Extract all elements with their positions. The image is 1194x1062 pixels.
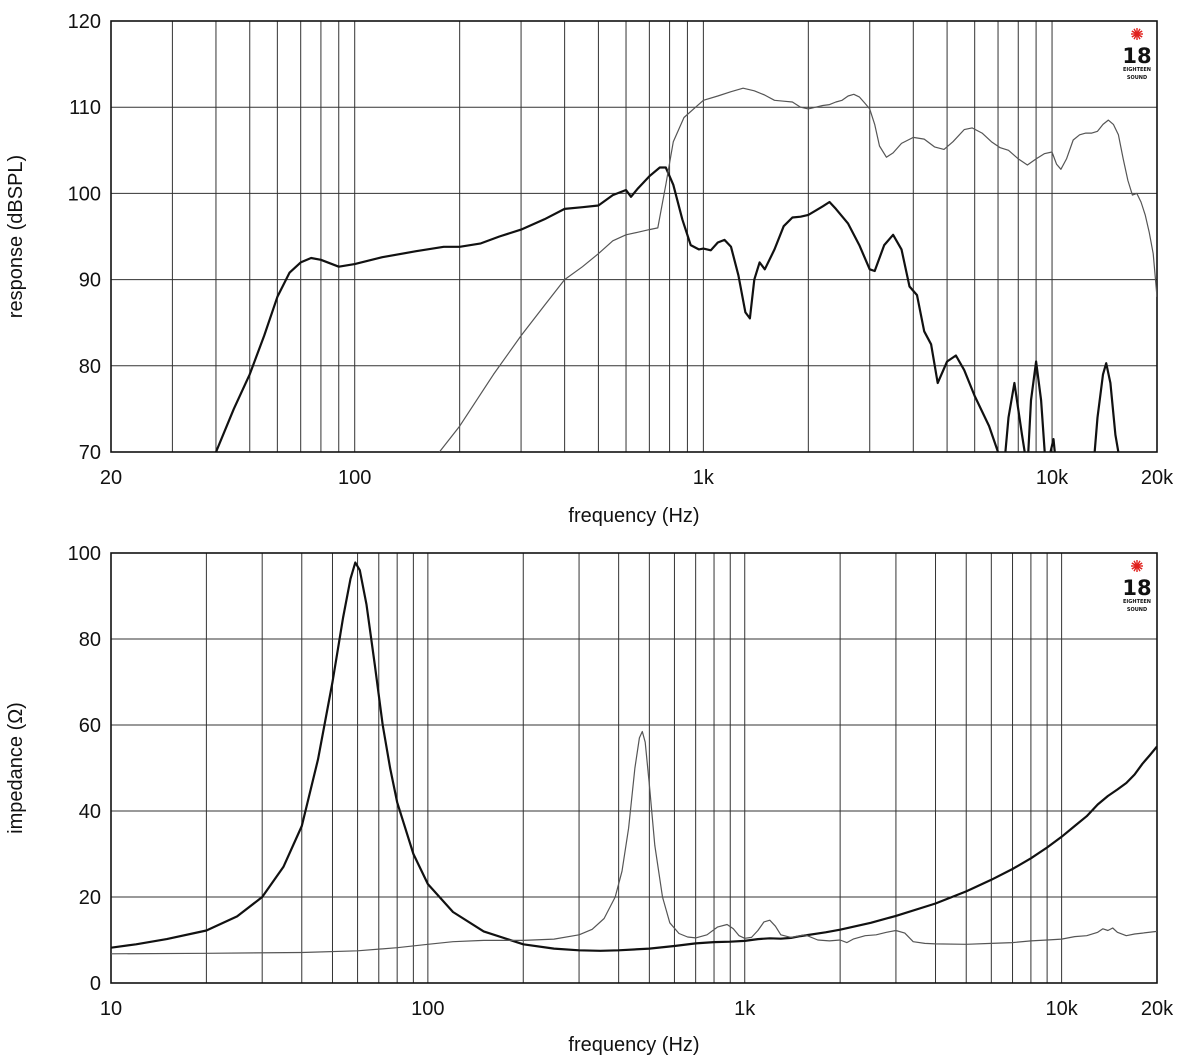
x-tick-label: 10k xyxy=(1036,467,1069,489)
x-tick-label: 10k xyxy=(1045,998,1078,1020)
y-tick-label: 70 xyxy=(79,442,101,464)
x-tick-label: 10 xyxy=(100,998,122,1020)
y-tick-label: 120 xyxy=(68,11,101,33)
y-tick-label: 20 xyxy=(79,887,101,909)
y-tick-label: 40 xyxy=(79,801,101,823)
y-tick-label: 100 xyxy=(68,183,101,205)
y-axis-label: response (dBSPL) xyxy=(5,155,27,318)
series-line-thin xyxy=(111,730,1157,955)
logo-number: 18 xyxy=(1122,576,1151,600)
x-tick-label: 20 xyxy=(100,467,122,489)
y-axis-label: impedance (Ω) xyxy=(5,702,27,834)
x-tick-label: 100 xyxy=(411,998,444,1020)
logo-text-line2: SOUND xyxy=(1127,607,1147,613)
x-tick-label: 20k xyxy=(1141,467,1174,489)
x-tick-label: 100 xyxy=(338,467,371,489)
x-tick-label: 1k xyxy=(734,998,756,1020)
x-tick-label: 20k xyxy=(1141,998,1174,1020)
y-tick-label: 110 xyxy=(69,97,101,119)
grid xyxy=(111,21,1157,452)
plot-frame xyxy=(110,552,1158,984)
y-tick-label: 80 xyxy=(79,629,101,651)
series-line-thin xyxy=(438,87,1157,452)
logo-text-line1: EIGHTEEN xyxy=(1123,67,1151,73)
series-line-thick xyxy=(111,561,1157,952)
plot-frame xyxy=(110,20,1158,453)
response-chart: 70 80 90 100 110 120 20 100 1k 10k 20k frequency (H… xyxy=(5,11,1174,527)
series-line-thick xyxy=(214,166,1120,452)
x-tick-label: 1k xyxy=(693,467,715,489)
logo-number: 18 xyxy=(1122,44,1151,68)
grid xyxy=(111,553,1157,983)
logo-text-line2: SOUND xyxy=(1127,75,1147,81)
y-tick-label: 90 xyxy=(79,270,101,292)
star-icon xyxy=(1131,560,1143,572)
impedance-chart: 0 20 40 60 80 100 10 100 1k 10k 20k frequency (Hz) i… xyxy=(5,543,1174,1056)
y-tick-label: 80 xyxy=(79,356,101,378)
x-axis-label: frequency (Hz) xyxy=(568,1034,699,1056)
y-tick-label: 60 xyxy=(79,715,101,737)
y-tick-label: 100 xyxy=(68,543,101,565)
x-axis-label: frequency (Hz) xyxy=(568,505,699,527)
star-icon xyxy=(1131,28,1143,40)
logo-text-line1: EIGHTEEN xyxy=(1123,599,1151,605)
y-tick-label: 0 xyxy=(90,973,101,995)
